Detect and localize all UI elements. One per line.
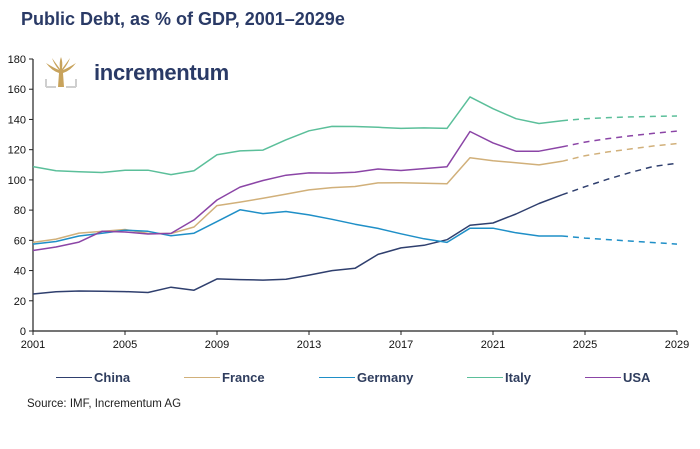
x-tick-label: 2021 — [481, 339, 505, 351]
y-tick-label: 60 — [14, 235, 26, 247]
series-forecast-germany — [561, 235, 678, 245]
x-tick-label: 2017 — [389, 339, 413, 351]
y-tick-label: 20 — [14, 296, 26, 308]
legend-swatch-usa — [585, 377, 621, 378]
x-tick-label: 2025 — [573, 339, 597, 351]
x-tick-label: 2001 — [21, 339, 45, 351]
y-tick-label: 120 — [8, 145, 26, 157]
incrementum-logo: incrementum — [42, 57, 229, 89]
series-line-germany — [32, 209, 562, 245]
chart-legend: China France Germany Italy USA — [0, 370, 700, 390]
series-forecast-china — [561, 162, 678, 196]
legend-label-france: France — [222, 370, 265, 385]
series-line-france — [32, 156, 563, 244]
y-tick-label: 0 — [20, 326, 26, 338]
tree-icon — [45, 57, 77, 88]
y-tick-label: 180 — [8, 54, 26, 66]
legend-swatch-italy — [467, 377, 503, 378]
legend-label-china: China — [94, 370, 131, 385]
legend-item-china: China — [56, 370, 130, 385]
series-line-usa — [32, 130, 563, 252]
x-tick-label: 2005 — [113, 339, 137, 351]
chart-title: Public Debt, as % of GDP, 2001–2029e — [21, 9, 345, 29]
legend-item-france: France — [184, 370, 265, 385]
legend-item-germany: Germany — [319, 370, 413, 385]
legend-item-usa: USA — [585, 370, 650, 385]
y-tick-label: 160 — [8, 84, 26, 96]
source-note: Source: IMF, Incrementum AG — [27, 398, 182, 410]
x-tick-label: 2009 — [205, 339, 229, 351]
legend-swatch-france — [184, 377, 220, 378]
y-tick-label: 100 — [8, 175, 26, 187]
series-forecast-italy — [561, 115, 678, 122]
x-tick-label: 2013 — [297, 339, 321, 351]
x-tick-label: 2029 — [665, 339, 689, 351]
legend-swatch-germany — [319, 377, 355, 378]
legend-item-italy: Italy — [467, 370, 531, 385]
legend-swatch-china — [56, 377, 92, 378]
legend-label-germany: Germany — [357, 370, 414, 385]
y-tick-label: 140 — [8, 114, 26, 126]
series-line-china — [32, 194, 563, 295]
logo-text: incrementum — [94, 60, 229, 85]
legend-label-usa: USA — [623, 370, 651, 385]
legend-label-italy: Italy — [505, 370, 532, 385]
y-tick-label: 40 — [14, 266, 26, 278]
y-tick-label: 80 — [14, 205, 26, 217]
series-forecast-usa — [561, 130, 678, 148]
series-forecast-france — [561, 142, 678, 163]
series-line-italy — [32, 96, 563, 176]
